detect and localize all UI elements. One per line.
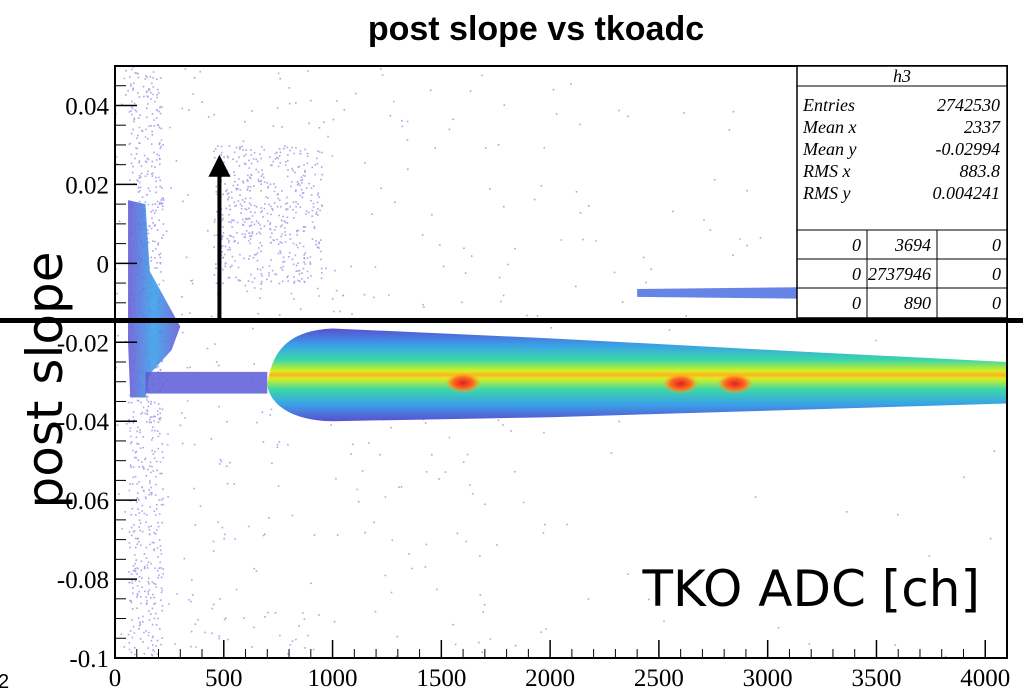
low-adc-column	[128, 200, 181, 398]
x-tick-label: 1500	[416, 665, 466, 692]
page-number: 2	[0, 671, 9, 693]
stats-label: Mean x	[802, 117, 856, 137]
stats-label: Mean y	[802, 139, 856, 159]
y-tick-label: 0	[97, 251, 110, 278]
hot-spot	[662, 373, 699, 394]
y-tick-label: 0.04	[65, 93, 109, 120]
y-axis: -0.1 -0.08 -0.06 -0.04 -0.02 0 0.02 0.04	[57, 65, 137, 673]
stats-label: RMS y	[802, 183, 850, 203]
x-tick-label: 4000	[960, 665, 1010, 692]
y-tick-label: -0.08	[57, 567, 109, 594]
stats-grid-cell: 890	[904, 293, 931, 313]
x-tick-label: 3000	[743, 665, 793, 692]
x-tick-label: 0	[109, 665, 122, 692]
stats-grid-cell: 3694	[894, 235, 931, 255]
stats-grid-cell: 0	[852, 235, 861, 255]
x-tick-label: 1000	[308, 665, 358, 692]
chart-title: post slope vs tkoadc	[368, 10, 704, 48]
stats-value: 2742530	[937, 95, 1000, 115]
hot-spot	[445, 372, 482, 393]
stats-grid-cell: 2737946	[868, 264, 931, 284]
stats-grid-cell: 0	[992, 264, 1001, 284]
hot-spot	[717, 373, 754, 394]
x-tick-label: 3500	[851, 665, 901, 692]
stats-value: 2337	[964, 117, 1001, 137]
y-axis-label: post slope	[16, 252, 74, 509]
y-tick-label: -0.1	[69, 646, 109, 673]
x-tick-label: 2500	[634, 665, 684, 692]
y-tick-label: -0.02	[57, 330, 109, 357]
up-arrow-icon	[208, 154, 231, 321]
y-tick-label: -0.04	[57, 409, 110, 436]
stats-value: 883.8	[960, 161, 1001, 181]
stats-label: RMS x	[802, 161, 850, 181]
stats-label: Entries	[802, 95, 855, 115]
x-axis: 0 500 1000 1500 2000 2500 3000 3500 4000	[109, 640, 1010, 692]
x-tick-label: 500	[205, 665, 243, 692]
thin-band	[145, 371, 268, 394]
stats-value: 0.004241	[933, 183, 1001, 203]
y-tick-label: 0.02	[65, 172, 109, 199]
stats-grid-cell: 0	[992, 235, 1001, 255]
x-axis-label: TKO ADC [ch]	[641, 560, 980, 618]
stats-name: h3	[893, 66, 911, 86]
stats-grid-cell: 0	[992, 293, 1001, 313]
x-tick-label: 2000	[525, 665, 575, 692]
stats-box: h3 Entries 2742530 Mean x 2337 Mean y -0.0299…	[796, 65, 1008, 319]
stats-grid-cell: 0	[852, 264, 861, 284]
y-tick-label: -0.06	[57, 488, 109, 515]
stats-value: -0.02994	[936, 139, 1001, 159]
main-density-band	[267, 328, 1007, 422]
stats-grid-cell: 0	[852, 293, 861, 313]
